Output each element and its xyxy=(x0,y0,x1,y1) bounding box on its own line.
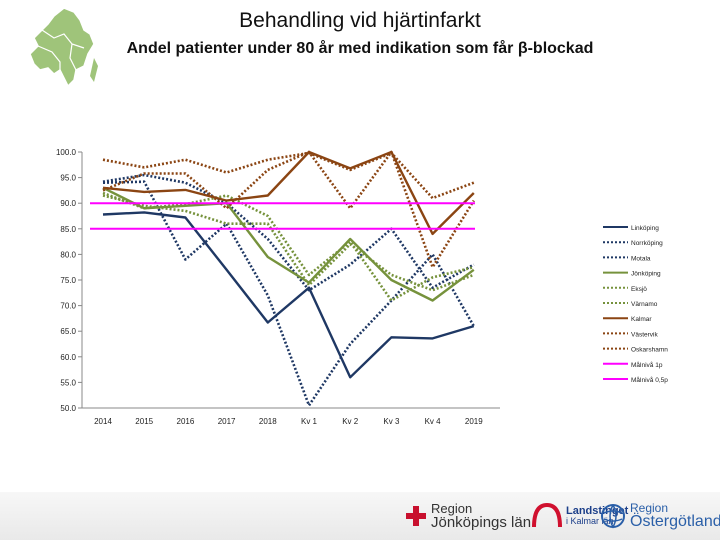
jkpg-logo-line1: Region xyxy=(431,501,473,516)
legend-label-2: Norrköping xyxy=(631,240,663,247)
series-line-3 xyxy=(102,173,475,292)
region-ostergotland-logo: Region Östergötland xyxy=(600,492,720,540)
y-tick-label: 80.0 xyxy=(60,250,76,259)
jkpg-logo-line2: Jönköpings län xyxy=(431,514,532,531)
x-tick-label: Kv 4 xyxy=(425,417,442,426)
legend-label-9: Oskarshamn xyxy=(631,347,668,354)
legend-label-6: Värnamo xyxy=(631,301,658,308)
x-tick-label: 2019 xyxy=(465,417,483,426)
series-line-6 xyxy=(102,194,475,292)
y-tick-label: 60.0 xyxy=(60,353,76,362)
legend-label-4: Jönköping xyxy=(631,271,661,278)
chart-title: Behandling vid hjärtinfarkt xyxy=(239,9,481,32)
y-tick-label: 70.0 xyxy=(60,302,76,311)
chart-subtitle: Andel patienter under 80 år med indikati… xyxy=(126,40,594,57)
legend-label-5: Eksjö xyxy=(631,286,647,293)
y-tick-label: 50.0 xyxy=(60,404,76,413)
heart-arc-icon xyxy=(532,502,562,528)
footer-logos: Region Jönköpings län Landstinget i Kalm… xyxy=(0,492,720,540)
legend-label-3: Motala xyxy=(631,255,651,262)
globe-icon xyxy=(601,504,625,529)
legend-label-8: Västervik xyxy=(631,331,658,338)
y-tick-label: 85.0 xyxy=(60,225,76,234)
series-line-1 xyxy=(102,211,475,379)
ostg-logo-line2: Östergötland xyxy=(630,513,720,530)
line-chart: 100.0 95.0 90.0 85.0 80.0 75.0 70.0 65.0 60.0 55.… xyxy=(56,148,668,426)
y-tick-label: 75.0 xyxy=(60,276,76,285)
series-line-7 xyxy=(102,150,475,236)
landstinget-kalmar-logo: Landstinget i Kalmar län xyxy=(530,492,628,540)
series-line-5 xyxy=(102,191,475,302)
series-line-8 xyxy=(102,150,475,269)
legend-label-10: Målnivå 1p xyxy=(631,361,663,369)
x-tick-label: 2015 xyxy=(135,417,153,426)
region-jonkoping-logo: Region Jönköpings län xyxy=(405,492,531,540)
x-tick-label: 2014 xyxy=(94,417,112,426)
y-tick-label: 95.0 xyxy=(60,174,76,183)
county-map-logo xyxy=(29,7,98,88)
x-tick-label: Kv 2 xyxy=(342,417,359,426)
x-tick-label: 2017 xyxy=(218,417,236,426)
cross-icon xyxy=(406,506,426,526)
kalmar-logo-line1: Landstinget xyxy=(566,505,629,517)
legend-label-7: Kalmar xyxy=(631,316,652,323)
y-tick-label: 55.0 xyxy=(60,378,76,387)
x-tick-label: Kv 1 xyxy=(301,417,318,426)
ostg-logo-line1: Region xyxy=(630,501,669,515)
y-tick-label: 90.0 xyxy=(60,199,76,208)
kalmar-logo-line2: i Kalmar län xyxy=(566,516,614,526)
y-tick-label: 65.0 xyxy=(60,327,76,336)
x-tick-label: 2018 xyxy=(259,417,277,426)
x-tick-label: Kv 3 xyxy=(383,417,400,426)
legend-label-1: Linköping xyxy=(631,225,659,232)
series-line-2 xyxy=(102,180,475,407)
x-tick-label: 2016 xyxy=(177,417,195,426)
y-tick-label: 100.0 xyxy=(56,148,77,157)
legend-label-11: Målnivå 0,5p xyxy=(631,376,668,384)
